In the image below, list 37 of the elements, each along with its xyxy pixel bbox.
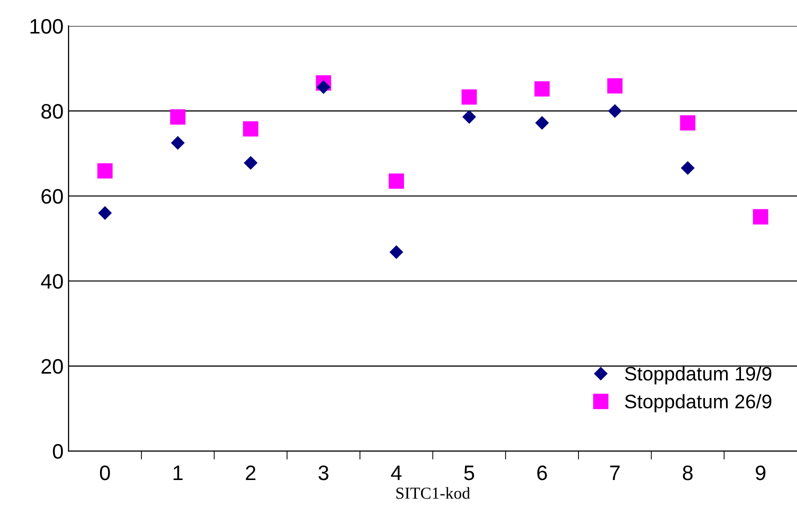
point [752,209,768,224]
point [462,110,476,124]
x-tick-label: 3 [318,465,328,480]
point [98,206,112,220]
x-tick-label: 7 [610,466,620,480]
x-tick-label: 5 [464,466,474,480]
x-tick-label: 8 [682,465,693,480]
x-tick-label: 9 [756,465,766,480]
y-tick-label: 0 [52,444,63,459]
x-axis-title: SITC1-kod [396,487,470,499]
point [97,163,113,179]
point [316,80,330,94]
x-tick-label: 0 [100,465,110,480]
y-tick-label: 60 [42,188,63,204]
y-tick-label: 40 [40,274,63,289]
point [462,89,477,105]
point [680,115,696,131]
point [170,109,186,125]
point [390,246,403,259]
point [388,173,404,189]
point [535,116,549,130]
point [681,161,694,175]
y-tick-label: 20 [42,359,63,374]
point [244,156,258,170]
legend-label: Stoppdatum 19/9 [625,366,772,384]
point [243,121,258,136]
x-tick-label: 1 [174,466,183,480]
point [171,136,184,150]
x-tick-label: 6 [537,465,547,480]
x-tick-label: 2 [246,465,256,480]
x-tick-label: 4 [391,466,402,480]
legend-label: Stoppdatum 26/9 [625,394,772,412]
point [608,104,622,118]
y-tick-label: 80 [41,104,63,119]
point [534,81,550,97]
point [607,78,623,94]
y-tick-label: 100 [30,18,63,34]
